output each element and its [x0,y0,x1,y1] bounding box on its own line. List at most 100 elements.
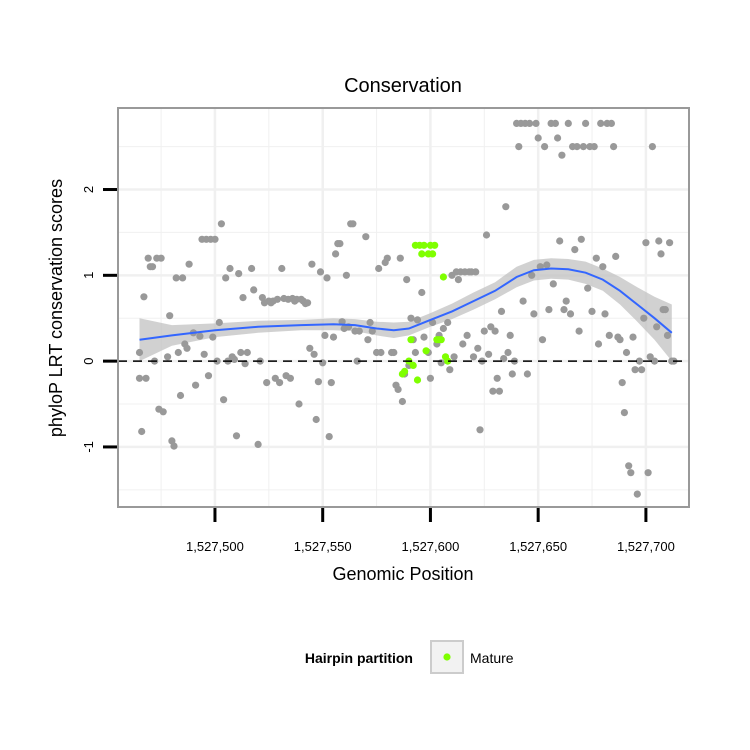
data-point [495,387,503,395]
data-point [403,276,411,284]
data-point [232,432,241,440]
data-point [135,374,144,382]
data-point [390,348,398,357]
x-tick-label: 1,527,500 [186,539,244,554]
data-point [220,396,228,404]
data-point [655,237,663,245]
data-point [489,387,497,395]
data-point [519,297,527,305]
data-point [418,288,426,297]
data-point [213,357,221,365]
data-point [362,233,370,241]
data-point [278,264,286,273]
x-tick-label: 1,527,650 [509,539,567,554]
data-point [622,348,631,357]
data-point [612,252,620,260]
data-point-mature [444,357,452,365]
data-point [482,231,491,239]
data-point [196,332,204,340]
data-point [590,143,598,151]
data-point [332,250,340,258]
data-point [398,397,406,406]
data-point [411,348,419,357]
data-point [243,348,251,357]
data-point [254,440,262,448]
data-point [538,336,547,344]
data-point [394,385,402,393]
data-point [491,327,499,335]
data-point [474,344,482,352]
data-point [174,348,182,357]
legend-key-point [443,653,451,661]
data-point [426,374,434,382]
data-point [226,264,234,273]
data-point [142,374,150,382]
data-point [564,119,572,127]
data-point [450,353,458,361]
data-point [166,312,174,320]
x-axis: 1,527,500 1,527,550 1,527,600 1,527,650 1,52… [186,508,675,554]
data-point [170,442,178,450]
data-point [209,333,217,341]
data-point [353,357,361,365]
data-point [644,469,652,477]
data-point [237,348,245,357]
data-point-mature [401,367,409,375]
data-point [541,143,549,151]
data-point [164,353,172,361]
data-point-mature [407,336,415,344]
data-point [506,331,514,339]
data-point [543,261,551,269]
data-point [250,286,258,294]
data-point [413,316,422,324]
data-point [635,357,644,365]
data-point [383,254,391,262]
data-point [192,381,200,389]
data-point [515,143,523,151]
data-point [263,379,271,387]
data-point [273,295,281,303]
data-point [556,237,564,245]
data-point [594,340,603,348]
data-point [327,379,335,387]
data-point-mature [439,273,447,281]
data-point [480,327,488,335]
data-point [157,254,165,262]
data-point [336,240,344,248]
data-point [342,271,350,279]
data-point [306,344,314,352]
data-point [573,143,581,151]
data-point [485,350,493,358]
data-point [377,348,385,357]
y-tick-label: -1 [81,441,96,453]
data-point [179,274,187,282]
data-point [642,239,650,247]
data-point [304,299,312,307]
data-point [502,203,510,211]
data-point [666,239,674,247]
data-point [657,250,665,258]
data-point [526,119,534,127]
data-point [532,119,540,127]
chart-title: Conservation [344,75,462,97]
data-point [140,293,148,301]
x-tick-label: 1,527,550 [294,539,352,554]
data-point [222,274,230,282]
data-point [575,327,583,335]
data-point [325,433,333,441]
y-axis: -1 0 1 2 [81,186,117,453]
x-tick-label: 1,527,600 [402,539,460,554]
data-point [138,427,146,436]
x-axis-title: Genomic Position [332,564,473,584]
data-point [321,331,329,339]
data-point [616,336,624,344]
data-point [215,318,223,327]
panel-background [118,108,689,507]
legend: Hairpin partition Mature [305,640,514,674]
data-point [183,344,191,352]
data-point [605,331,613,339]
data-point [159,408,167,416]
data-point [295,400,303,408]
data-point [308,260,316,268]
